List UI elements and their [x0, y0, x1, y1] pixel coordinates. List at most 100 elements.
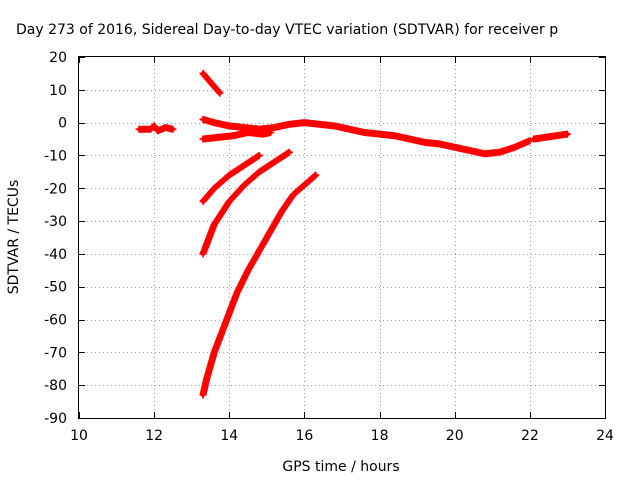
- data-point: [242, 125, 247, 130]
- data-point: [313, 173, 318, 178]
- x-tick-label: 24: [596, 428, 614, 444]
- x-axis-label: GPS time / hours: [282, 459, 399, 475]
- data-series-3: [199, 115, 534, 158]
- data-point: [200, 251, 205, 256]
- y-tick-label: -20: [44, 181, 67, 197]
- series-markers: [530, 130, 571, 143]
- data-point: [200, 117, 205, 122]
- data-point: [234, 291, 239, 296]
- data-point: [512, 145, 517, 150]
- data-point: [332, 123, 337, 128]
- data-point: [287, 122, 292, 127]
- data-point: [257, 153, 262, 158]
- y-tick-label: -40: [44, 247, 67, 263]
- data-point: [217, 91, 222, 96]
- data-point: [242, 163, 247, 168]
- data-point: [216, 135, 221, 140]
- data-series-2: [199, 69, 224, 97]
- data-point: [170, 127, 175, 132]
- y-axis-label: SDTVAR / TECUs: [6, 180, 22, 295]
- series-markers: [199, 115, 534, 158]
- data-point: [200, 71, 205, 76]
- data-point: [554, 133, 559, 138]
- y-tick-label: -10: [44, 148, 67, 164]
- data-point: [155, 128, 160, 133]
- y-tick-label: -30: [44, 214, 67, 230]
- data-point: [212, 222, 217, 227]
- y-tick-label: 20: [49, 50, 67, 66]
- data-point: [246, 130, 251, 135]
- data-point: [279, 209, 284, 214]
- y-tick-label: -70: [44, 345, 67, 361]
- data-point: [347, 127, 352, 132]
- chart-title: Day 273 of 2016, Sidereal Day-to-day VTE…: [16, 22, 558, 38]
- data-point: [219, 330, 224, 335]
- data-point: [542, 135, 547, 140]
- data-point: [257, 169, 262, 174]
- data-point: [152, 123, 157, 128]
- x-tick-label: 10: [70, 428, 88, 444]
- data-point: [200, 393, 205, 398]
- data-point: [212, 350, 217, 355]
- data-point: [200, 199, 205, 204]
- data-point: [392, 133, 397, 138]
- data-point: [242, 182, 247, 187]
- data-series-7: [199, 148, 293, 258]
- x-tick-label: 22: [521, 428, 539, 444]
- plot-frame: [78, 56, 606, 419]
- data-point: [302, 120, 307, 125]
- data-point: [227, 173, 232, 178]
- data-series-8: [199, 171, 320, 399]
- y-tick-label: -50: [44, 280, 67, 296]
- x-tick-label: 12: [145, 428, 163, 444]
- data-point: [422, 140, 427, 145]
- data-series-1: [135, 122, 177, 135]
- data-point: [212, 84, 217, 89]
- data-point: [137, 127, 142, 132]
- data-series-6: [199, 152, 263, 205]
- data-point: [163, 125, 168, 130]
- data-point: [261, 132, 266, 137]
- data-point: [437, 141, 442, 146]
- x-tick-label: 18: [371, 428, 389, 444]
- data-point: [482, 151, 487, 156]
- data-point: [407, 137, 412, 142]
- data-point: [497, 150, 502, 155]
- series-markers: [135, 122, 177, 135]
- y-tick-label: -60: [44, 313, 67, 329]
- data-point: [227, 310, 232, 315]
- data-point: [268, 228, 273, 233]
- data-point: [531, 137, 536, 142]
- marks-layer: [135, 69, 571, 399]
- data-point: [302, 182, 307, 187]
- x-tick-label: 16: [296, 428, 314, 444]
- data-point: [287, 150, 292, 155]
- data-point: [212, 120, 217, 125]
- data-point: [291, 192, 296, 197]
- y-tick-label: 10: [49, 83, 67, 99]
- data-point: [231, 133, 236, 138]
- x-tick-label: 20: [446, 428, 464, 444]
- x-tick-label: 14: [220, 428, 238, 444]
- data-point: [227, 123, 232, 128]
- data-point: [227, 199, 232, 204]
- y-tick-label: -80: [44, 378, 67, 394]
- data-point: [204, 376, 209, 381]
- data-point: [257, 248, 262, 253]
- data-point: [317, 122, 322, 127]
- data-point: [206, 77, 211, 82]
- data-point: [246, 268, 251, 273]
- data-series-4: [199, 129, 275, 143]
- y-tick-label: 0: [58, 116, 67, 132]
- data-point: [362, 130, 367, 135]
- data-point: [272, 160, 277, 165]
- series-markers: [199, 171, 320, 399]
- y-tick-label: -90: [44, 411, 67, 427]
- data-point: [467, 148, 472, 153]
- data-point: [272, 125, 277, 130]
- data-point: [377, 132, 382, 137]
- data-point: [565, 132, 570, 137]
- data-point: [200, 137, 205, 142]
- tick-layer: 10 12 14 16 18 20 22 24 20 10 0 -10 -20 -30 -40 -50 -60 -…: [44, 50, 614, 444]
